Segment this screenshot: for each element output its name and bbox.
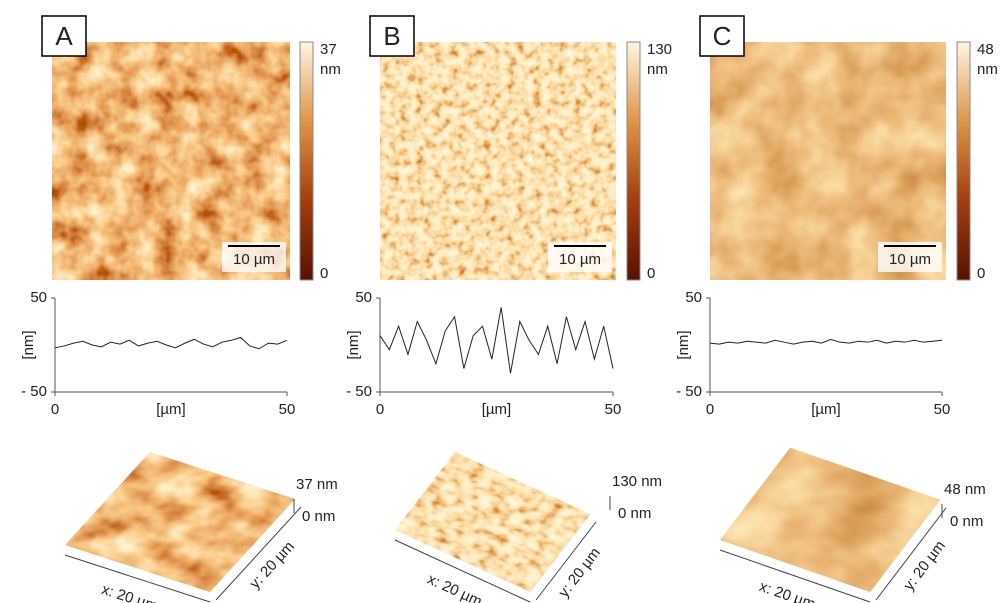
colorbar-min: 0 [647, 265, 655, 282]
panel-label: A [55, 21, 73, 51]
y-tick-label: 50 [685, 289, 702, 306]
x-axis-label: [µm] [811, 401, 840, 418]
colorbar-unit: nm [977, 61, 998, 78]
y-axis-label: [nm] [675, 330, 692, 359]
x-tick-label: 0 [376, 401, 384, 418]
colorbar-min: 0 [320, 265, 328, 282]
x-axis-label: [µm] [156, 401, 185, 418]
colorbar [627, 42, 640, 280]
x-axis-label: [µm] [482, 401, 511, 418]
colorbar-min: 0 [977, 265, 985, 282]
z-min-label: 0 nm [302, 508, 335, 525]
profile-line [710, 339, 942, 344]
profile-line [55, 337, 287, 348]
colorbar-unit: nm [320, 61, 341, 78]
panel-label: B [383, 21, 400, 51]
x-tick-label: 50 [605, 401, 622, 418]
y-tick-label: 50 [355, 289, 372, 306]
afm-3d-surface [395, 452, 590, 592]
scale-bar-label: 10 µm [233, 251, 275, 268]
colorbar [957, 42, 970, 280]
colorbar-max: 48 [977, 41, 994, 58]
colorbar-max: 37 [320, 41, 337, 58]
afm-3d-surface [720, 448, 940, 592]
colorbar-max: 130 [647, 41, 672, 58]
profile-line [380, 307, 613, 373]
x-tick-label: 0 [706, 401, 714, 418]
z-max-label: 48 nm [944, 481, 986, 498]
x-tick-label: 50 [279, 401, 296, 418]
y-tick-label: - 50 [21, 383, 47, 400]
y-tick-label: - 50 [676, 383, 702, 400]
y-tick-label: 50 [30, 289, 47, 306]
y-axis-label: [nm] [345, 330, 362, 359]
colorbar-unit: nm [647, 61, 668, 78]
x-extent-label: x: 20 µm [425, 571, 485, 603]
z-max-label: 37 nm [296, 476, 338, 493]
x-tick-label: 0 [51, 401, 59, 418]
z-min-label: 0 nm [618, 505, 651, 522]
x-extent-label: x: 20 µm [757, 578, 817, 603]
x-tick-label: 50 [934, 401, 951, 418]
scale-bar-label: 10 µm [559, 251, 601, 268]
y-axis-label: [nm] [20, 330, 37, 359]
panel-label: C [713, 21, 732, 51]
figure: A10 µm37nm050- 50050[µm][nm]37 nm0 nmx: … [0, 0, 1001, 603]
y-extent-label: y: 20 µm [246, 538, 298, 592]
scale-bar-label: 10 µm [889, 251, 931, 268]
colorbar [300, 42, 313, 280]
y-tick-label: - 50 [346, 383, 372, 400]
y-extent-label: y: 20 µm [555, 545, 604, 601]
z-min-label: 0 nm [950, 513, 983, 530]
y-extent-label: y: 20 µm [900, 538, 949, 594]
z-max-label: 130 nm [612, 473, 662, 490]
x-extent-label: x: 20 µm [100, 581, 160, 603]
